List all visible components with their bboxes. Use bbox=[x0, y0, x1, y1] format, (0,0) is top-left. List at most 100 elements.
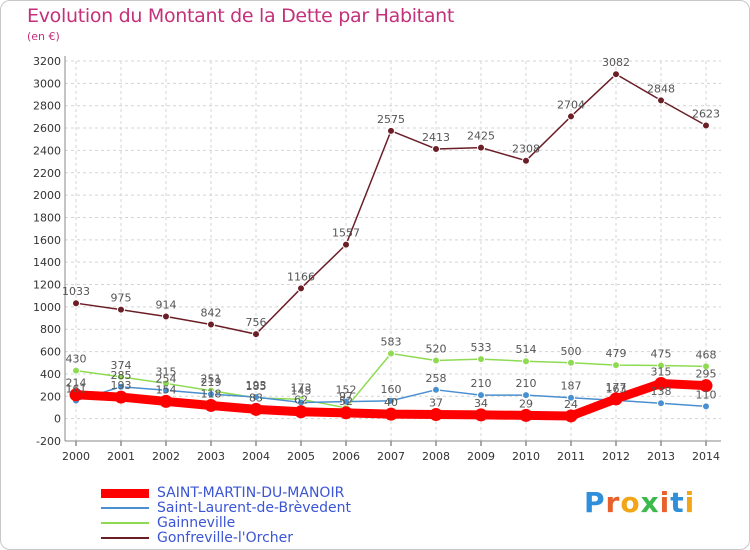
data-label: 163 bbox=[606, 382, 627, 395]
series-point-1 bbox=[252, 393, 260, 402]
series-point-2 bbox=[657, 361, 665, 370]
chart-series bbox=[69, 70, 713, 423]
data-label: 295 bbox=[696, 368, 717, 381]
series-point-3 bbox=[387, 126, 395, 135]
logo-letter: o bbox=[620, 486, 641, 519]
data-label: 40 bbox=[384, 396, 398, 409]
y-tick-label: 2800 bbox=[33, 100, 61, 113]
data-label: 2623 bbox=[692, 107, 720, 120]
series-point-2 bbox=[522, 357, 530, 366]
y-tick-label: 800 bbox=[40, 323, 61, 336]
series-point-1 bbox=[342, 397, 350, 406]
series-point-1 bbox=[207, 390, 215, 399]
series-point-3 bbox=[207, 320, 215, 329]
data-label: 29 bbox=[519, 397, 533, 410]
series-point-0 bbox=[384, 407, 398, 421]
data-label: 285 bbox=[111, 369, 132, 382]
series-point-3 bbox=[252, 330, 260, 339]
data-label: 110 bbox=[696, 388, 717, 401]
series-point-2 bbox=[117, 372, 125, 381]
x-tick-label: 2004 bbox=[242, 450, 270, 463]
series-point-0 bbox=[69, 388, 83, 402]
legend-swatch bbox=[101, 488, 149, 498]
data-label: 177 bbox=[606, 381, 627, 394]
legend-label: SAINT-MARTIN-DU-MANOIR bbox=[157, 485, 345, 501]
data-label: 315 bbox=[156, 365, 177, 378]
x-tick-label: 2009 bbox=[467, 450, 495, 463]
data-label: 219 bbox=[201, 376, 222, 389]
legend-swatch bbox=[101, 507, 149, 509]
series-point-1 bbox=[432, 385, 440, 394]
data-label: 210 bbox=[471, 377, 492, 390]
data-label: 2308 bbox=[512, 143, 540, 156]
y-tick-label: -200 bbox=[36, 435, 61, 448]
series-point-1 bbox=[522, 391, 530, 400]
data-label: 214 bbox=[66, 377, 87, 390]
data-label: 34 bbox=[474, 397, 488, 410]
series-point-2 bbox=[702, 362, 710, 371]
series-point-0 bbox=[654, 376, 668, 390]
data-label: 145 bbox=[291, 384, 312, 397]
x-tick-label: 2006 bbox=[332, 450, 360, 463]
logo-letter: r bbox=[605, 486, 621, 519]
chart-title: Evolution du Montant de la Dette par Hab… bbox=[27, 5, 455, 27]
logo-letter: P bbox=[584, 486, 606, 519]
chart-data-labels: 214 193 154 118 83 62 52 40 37 34 29 24 177 315 295 161… bbox=[62, 56, 720, 411]
x-tick-label: 2000 bbox=[62, 450, 90, 463]
series-point-1 bbox=[702, 402, 710, 411]
data-label: 3082 bbox=[602, 56, 630, 69]
x-tick-label: 2002 bbox=[152, 450, 180, 463]
data-label: 24 bbox=[564, 398, 578, 411]
y-tick-label: 2400 bbox=[33, 144, 61, 157]
data-label: 2848 bbox=[647, 82, 675, 95]
data-label: 154 bbox=[156, 383, 177, 396]
series-point-0 bbox=[114, 390, 128, 404]
series-point-3 bbox=[477, 143, 485, 152]
data-label: 2413 bbox=[422, 131, 450, 144]
y-tick-label: 600 bbox=[40, 346, 61, 359]
y-tick-label: 1600 bbox=[33, 234, 61, 247]
data-label: 52 bbox=[339, 395, 353, 408]
data-label: 62 bbox=[294, 394, 308, 407]
data-label: 583 bbox=[381, 335, 402, 348]
y-tick-label: 0 bbox=[54, 413, 61, 426]
series-point-3 bbox=[432, 144, 440, 153]
data-label: 842 bbox=[201, 307, 222, 320]
series-point-0 bbox=[204, 398, 218, 412]
data-label: 520 bbox=[426, 343, 447, 356]
data-label: 173 bbox=[291, 381, 312, 394]
data-label: 975 bbox=[111, 292, 132, 305]
series-point-3 bbox=[117, 305, 125, 314]
data-label: 2575 bbox=[377, 113, 405, 126]
series-point-2 bbox=[432, 356, 440, 365]
series-point-0 bbox=[699, 379, 713, 393]
legend-swatch bbox=[101, 522, 149, 524]
data-label: 514 bbox=[516, 343, 537, 356]
y-tick-label: 2000 bbox=[33, 189, 61, 202]
data-label: 468 bbox=[696, 348, 717, 361]
data-label: 187 bbox=[561, 380, 582, 393]
series-point-1 bbox=[162, 386, 170, 395]
data-label: 500 bbox=[561, 345, 582, 358]
y-tick-label: 1800 bbox=[33, 211, 61, 224]
data-label: 2425 bbox=[467, 130, 495, 143]
data-label: 193 bbox=[111, 379, 132, 392]
series-point-3 bbox=[567, 112, 575, 121]
x-tick-label: 2003 bbox=[197, 450, 225, 463]
series-point-1 bbox=[477, 391, 485, 400]
y-tick-label: 1400 bbox=[33, 256, 61, 269]
y-tick-label: 2200 bbox=[33, 167, 61, 180]
logo-letter: i bbox=[684, 486, 696, 519]
data-label: 193 bbox=[246, 379, 267, 392]
data-label: 251 bbox=[201, 373, 222, 386]
x-tick-label: 2001 bbox=[107, 450, 135, 463]
x-tick-label: 2008 bbox=[422, 450, 450, 463]
y-tick-label: 1200 bbox=[33, 279, 61, 292]
x-tick-label: 2005 bbox=[287, 450, 315, 463]
data-label: 315 bbox=[651, 365, 672, 378]
data-label: 185 bbox=[246, 380, 267, 393]
legend-label: Gainneville bbox=[157, 515, 236, 531]
series-point-0 bbox=[474, 408, 488, 422]
series-point-0 bbox=[564, 409, 578, 423]
